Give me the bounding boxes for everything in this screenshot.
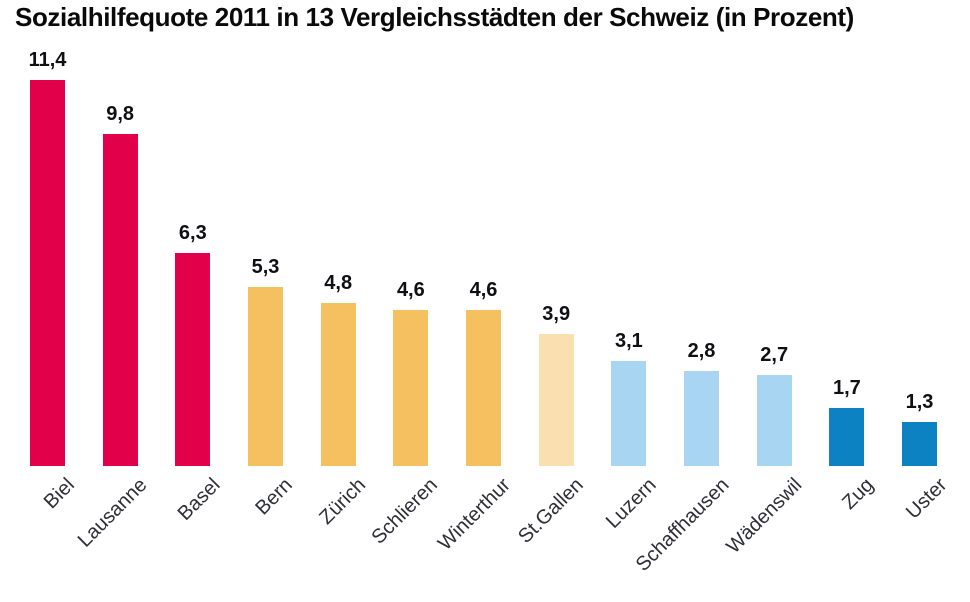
x-axis-label-uster: Uster: [901, 474, 952, 524]
bar-uster: [902, 422, 937, 466]
bar-winterthur: [466, 310, 501, 466]
bar-zurich: [321, 303, 356, 466]
value-label-wadenswil: 2,7: [760, 344, 789, 366]
value-label-lausanne: 9,8: [106, 103, 135, 125]
bar-biel: [30, 80, 65, 466]
bar-schlieren: [393, 310, 428, 466]
chart-title: Sozialhilfequote 2011 in 13 Vergleichsst…: [15, 2, 854, 32]
x-axis-label-biel: Biel: [39, 474, 80, 514]
bar-luzern: [611, 361, 646, 466]
bar-bern: [248, 287, 283, 466]
bar-stgallen: [539, 334, 574, 466]
x-axis-label-schlieren: Schlieren: [367, 474, 443, 549]
bar-lausanne: [103, 134, 138, 466]
bar-wadenswil: [757, 375, 792, 466]
x-axis-label-wadenswil: Wädenswil: [721, 474, 806, 558]
value-label-basel: 6,3: [178, 222, 207, 244]
x-axis-label-basel: Basel: [173, 474, 225, 525]
bar-zug: [829, 408, 864, 466]
bar-schaffhausen: [684, 371, 719, 466]
x-axis-label-stgallen: St.Gallen: [514, 474, 588, 548]
value-label-schaffhausen: 2,8: [687, 340, 716, 362]
value-label-winterthur: 4,6: [469, 279, 498, 301]
x-axis-label-luzern: Luzern: [601, 474, 661, 533]
x-axis-label-zug: Zug: [838, 474, 879, 514]
value-label-zurich: 4,8: [324, 272, 353, 294]
value-label-luzern: 3,1: [614, 330, 643, 352]
x-axis-label-bern: Bern: [251, 474, 298, 520]
value-label-bern: 5,3: [251, 256, 280, 278]
value-label-stgallen: 3,9: [542, 303, 571, 325]
bar-basel: [175, 253, 210, 466]
value-label-uster: 1,3: [905, 391, 934, 413]
value-label-schlieren: 4,6: [396, 279, 425, 301]
value-label-biel: 11,4: [28, 49, 67, 71]
x-axis-label-zurich: Zürich: [314, 474, 370, 529]
x-axis-label-lausanne: Lausanne: [74, 474, 152, 552]
value-label-zug: 1,7: [832, 377, 861, 399]
x-axis-label-winterthur: Winterthur: [434, 474, 516, 555]
